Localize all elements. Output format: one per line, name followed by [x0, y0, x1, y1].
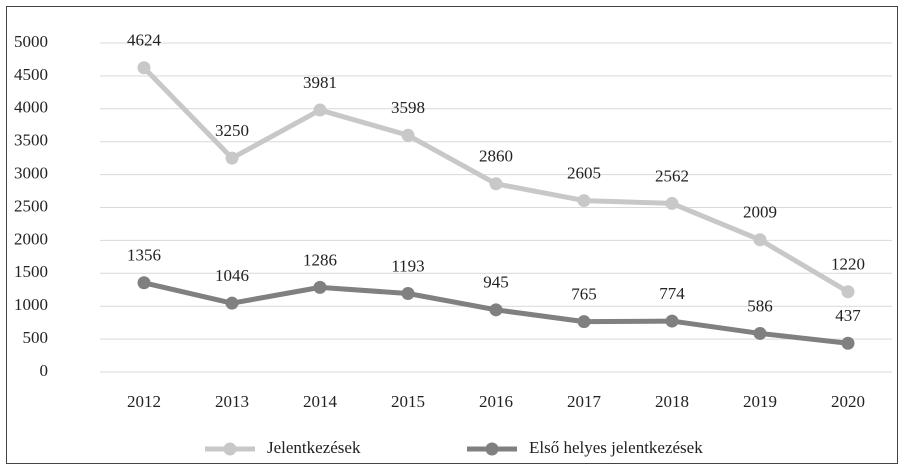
y-tick-label: 0: [40, 361, 49, 380]
y-tick-label: 2000: [14, 229, 48, 248]
data-point: [137, 61, 151, 75]
y-tick-label: 5000: [14, 32, 48, 51]
data-point: [577, 315, 591, 329]
data-label: 1356: [127, 246, 161, 265]
data-point: [665, 314, 679, 328]
data-label: 765: [571, 285, 597, 304]
data-label: 2860: [479, 147, 513, 166]
data-point: [841, 336, 855, 350]
data-label: 2009: [743, 203, 777, 222]
data-label: 4624: [127, 31, 162, 50]
y-tick-label: 4000: [14, 98, 48, 117]
data-label: 2605: [567, 163, 601, 182]
data-point: [401, 128, 415, 142]
x-tick-label: 2018: [655, 392, 689, 411]
y-tick-label: 500: [23, 328, 49, 347]
x-tick-label: 2017: [567, 392, 602, 411]
x-tick-label: 2015: [391, 392, 425, 411]
data-point: [137, 276, 151, 290]
data-label: 3250: [215, 121, 249, 140]
data-label: 3981: [303, 73, 337, 92]
data-point: [401, 287, 415, 301]
x-tick-label: 2013: [215, 392, 249, 411]
legend-label: Első helyes jelentkezések: [529, 438, 703, 457]
data-label: 774: [659, 284, 685, 303]
data-label: 945: [483, 273, 509, 292]
data-point: [753, 326, 767, 340]
data-label: 1193: [391, 256, 424, 275]
data-label: 437: [835, 306, 861, 325]
legend-label: Jelentkezések: [267, 438, 361, 457]
y-tick-label: 3000: [14, 164, 48, 183]
x-tick-label: 2014: [303, 392, 338, 411]
y-tick-label: 1000: [14, 295, 48, 314]
x-tick-label: 2012: [127, 392, 161, 411]
data-point: [225, 151, 239, 165]
data-point: [489, 303, 503, 317]
data-point: [577, 194, 591, 208]
data-label: 586: [747, 296, 773, 315]
x-tick-label: 2019: [743, 392, 777, 411]
data-point: [313, 280, 327, 294]
data-label: 1220: [831, 255, 865, 274]
x-tick-label: 2016: [479, 392, 513, 411]
data-label: 3598: [391, 98, 425, 117]
data-point: [313, 103, 327, 117]
data-label: 1286: [303, 250, 337, 269]
data-point: [841, 285, 855, 299]
x-tick-label: 2020: [831, 392, 865, 411]
y-tick-label: 4500: [14, 65, 48, 84]
legend-marker: [223, 442, 237, 456]
legend-marker: [485, 442, 499, 456]
data-point: [753, 233, 767, 247]
y-tick-label: 2500: [14, 196, 48, 215]
data-label: 1046: [215, 266, 249, 285]
data-point: [665, 196, 679, 210]
y-tick-label: 3500: [14, 131, 48, 150]
data-label: 2562: [655, 166, 689, 185]
data-point: [225, 296, 239, 310]
y-tick-label: 1500: [14, 262, 48, 281]
data-point: [489, 177, 503, 191]
